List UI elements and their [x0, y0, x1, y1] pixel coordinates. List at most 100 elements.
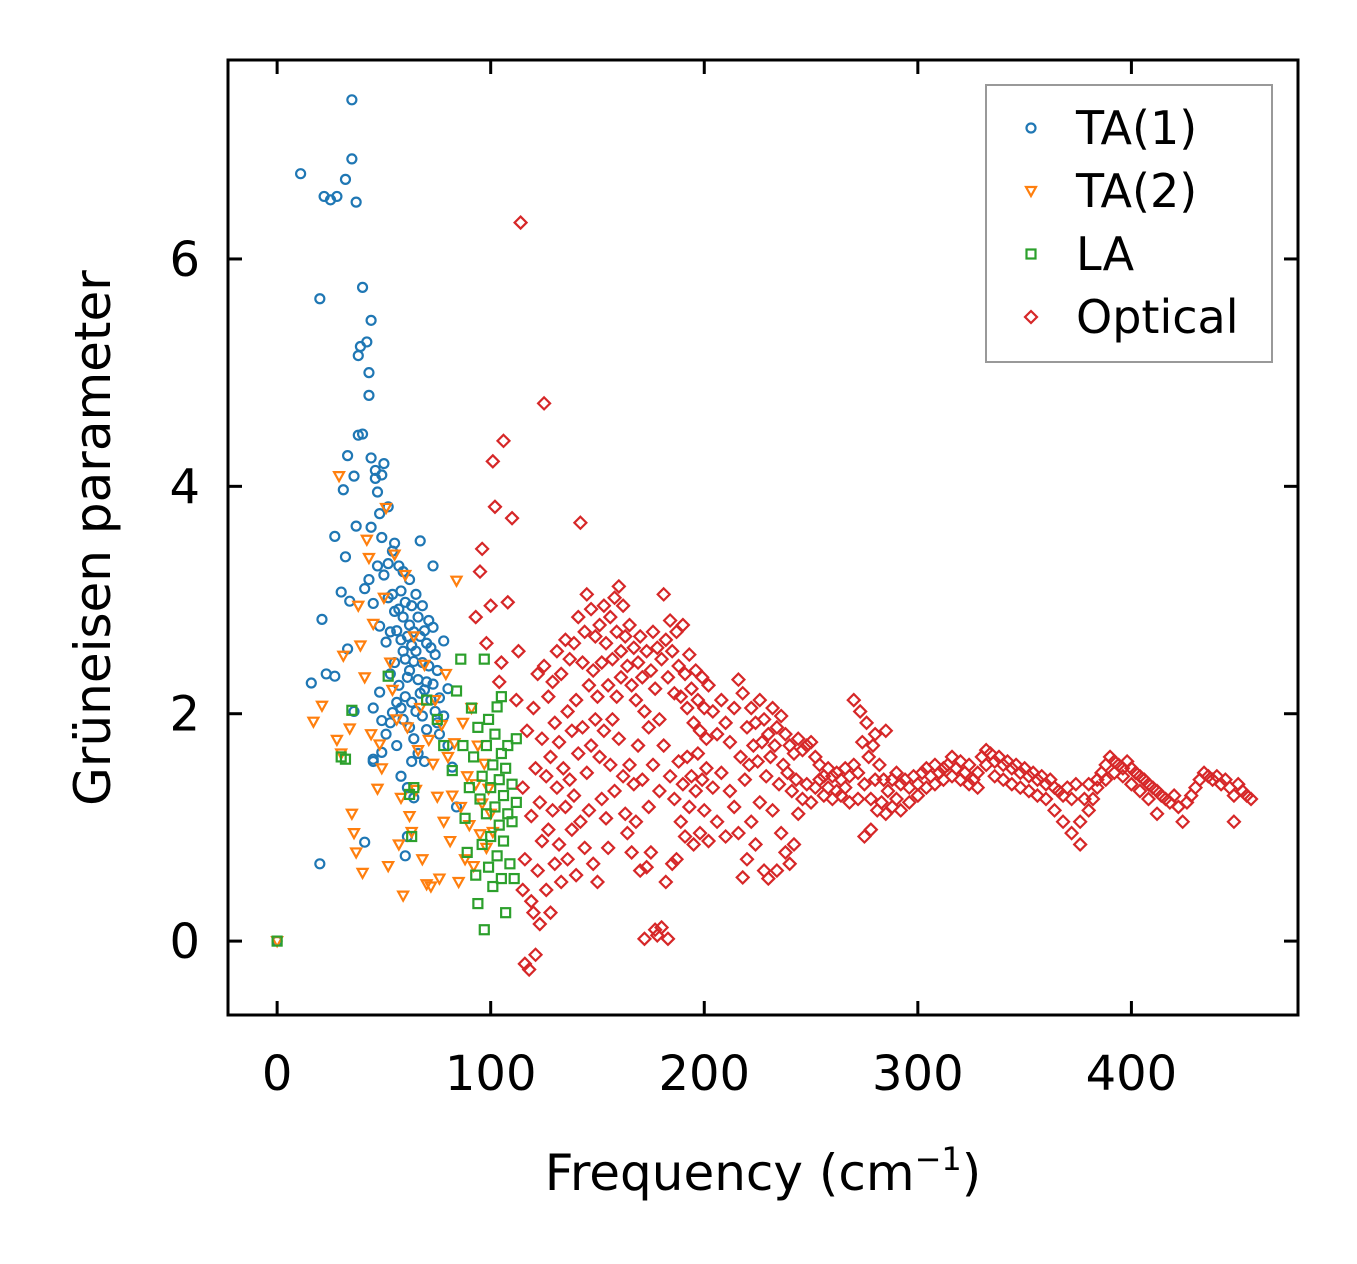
data-point	[538, 768, 554, 784]
data-point	[705, 780, 721, 796]
data-point	[412, 747, 424, 760]
data-point	[330, 734, 344, 748]
data-point	[970, 780, 986, 796]
data-point	[534, 731, 550, 747]
data-point	[587, 628, 603, 644]
data-point	[421, 734, 436, 748]
data-point	[698, 760, 714, 776]
data-point	[419, 879, 434, 892]
legend-label: TA(2)	[1075, 164, 1197, 218]
data-point	[653, 919, 670, 936]
x-axis-label-main: Frequency (cm	[545, 1144, 915, 1202]
data-point	[500, 762, 512, 774]
data-point	[381, 860, 396, 874]
data-point	[506, 778, 518, 790]
data-point	[690, 692, 706, 708]
data-point	[686, 836, 702, 853]
data-point	[771, 776, 787, 792]
data-point	[645, 624, 661, 640]
data-point	[502, 739, 514, 752]
legend-label: TA(1)	[1075, 101, 1197, 155]
data-point	[585, 856, 601, 872]
data-point	[549, 643, 565, 659]
data-point	[506, 816, 518, 828]
data-point	[331, 190, 343, 203]
data-point	[820, 780, 836, 796]
data-point	[786, 836, 802, 853]
data-point	[1175, 814, 1191, 830]
y-tick-label: 2	[169, 687, 200, 743]
data-point	[961, 757, 977, 773]
data-point	[1012, 780, 1028, 796]
data-point	[377, 592, 391, 606]
data-point	[673, 814, 689, 830]
data-point	[803, 734, 819, 750]
data-point	[589, 689, 606, 705]
data-point	[568, 692, 584, 708]
data-point	[752, 794, 768, 810]
data-point	[438, 668, 453, 682]
data-point	[1243, 791, 1259, 807]
data-point	[666, 685, 682, 701]
data-point	[1068, 776, 1084, 792]
data-point	[374, 686, 386, 698]
data-point	[624, 844, 640, 860]
data-point	[376, 469, 388, 481]
data-point	[613, 643, 629, 659]
data-point	[777, 844, 793, 860]
data-point	[718, 715, 734, 731]
data-point	[681, 799, 697, 815]
data-point	[643, 662, 659, 679]
data-point	[782, 856, 798, 872]
data-point	[540, 689, 556, 705]
data-point	[671, 658, 687, 674]
data-point	[762, 749, 779, 765]
data-point	[790, 806, 806, 822]
data-point	[361, 336, 373, 348]
data-point	[427, 678, 439, 690]
data-point	[865, 737, 881, 754]
data-point	[355, 867, 370, 881]
data-point	[453, 801, 468, 815]
data-point	[472, 721, 484, 733]
data-point	[589, 874, 606, 890]
data-point	[536, 395, 552, 411]
data-point	[508, 872, 520, 885]
data-point	[456, 717, 470, 731]
data-point	[598, 635, 614, 651]
data-point	[1140, 791, 1157, 807]
data-point	[1046, 802, 1063, 818]
data-point	[632, 628, 648, 644]
data-point	[1098, 772, 1114, 788]
data-point	[346, 704, 358, 716]
data-point	[329, 670, 341, 682]
data-point	[560, 703, 576, 720]
data-point	[399, 850, 411, 862]
data-point	[458, 854, 472, 867]
data-point	[1166, 788, 1182, 804]
data-point	[636, 703, 653, 720]
data-point	[568, 867, 584, 883]
data-point	[722, 734, 738, 750]
data-point	[846, 692, 862, 708]
data-point	[384, 626, 396, 638]
data-point	[530, 666, 546, 682]
data-point	[799, 737, 815, 754]
data-point	[643, 844, 659, 860]
data-point	[893, 776, 909, 792]
data-point	[696, 802, 712, 818]
data-point	[1012, 765, 1028, 781]
data-point	[380, 728, 392, 740]
data-point	[995, 757, 1011, 773]
data-point	[385, 684, 400, 698]
data-point	[577, 624, 593, 640]
data-point	[668, 851, 685, 867]
data-point	[480, 739, 493, 752]
data-point	[491, 674, 507, 690]
data-point	[432, 873, 447, 886]
data-point	[852, 703, 868, 720]
data-point	[713, 765, 729, 781]
data-point	[482, 713, 495, 726]
data-point	[677, 666, 693, 682]
